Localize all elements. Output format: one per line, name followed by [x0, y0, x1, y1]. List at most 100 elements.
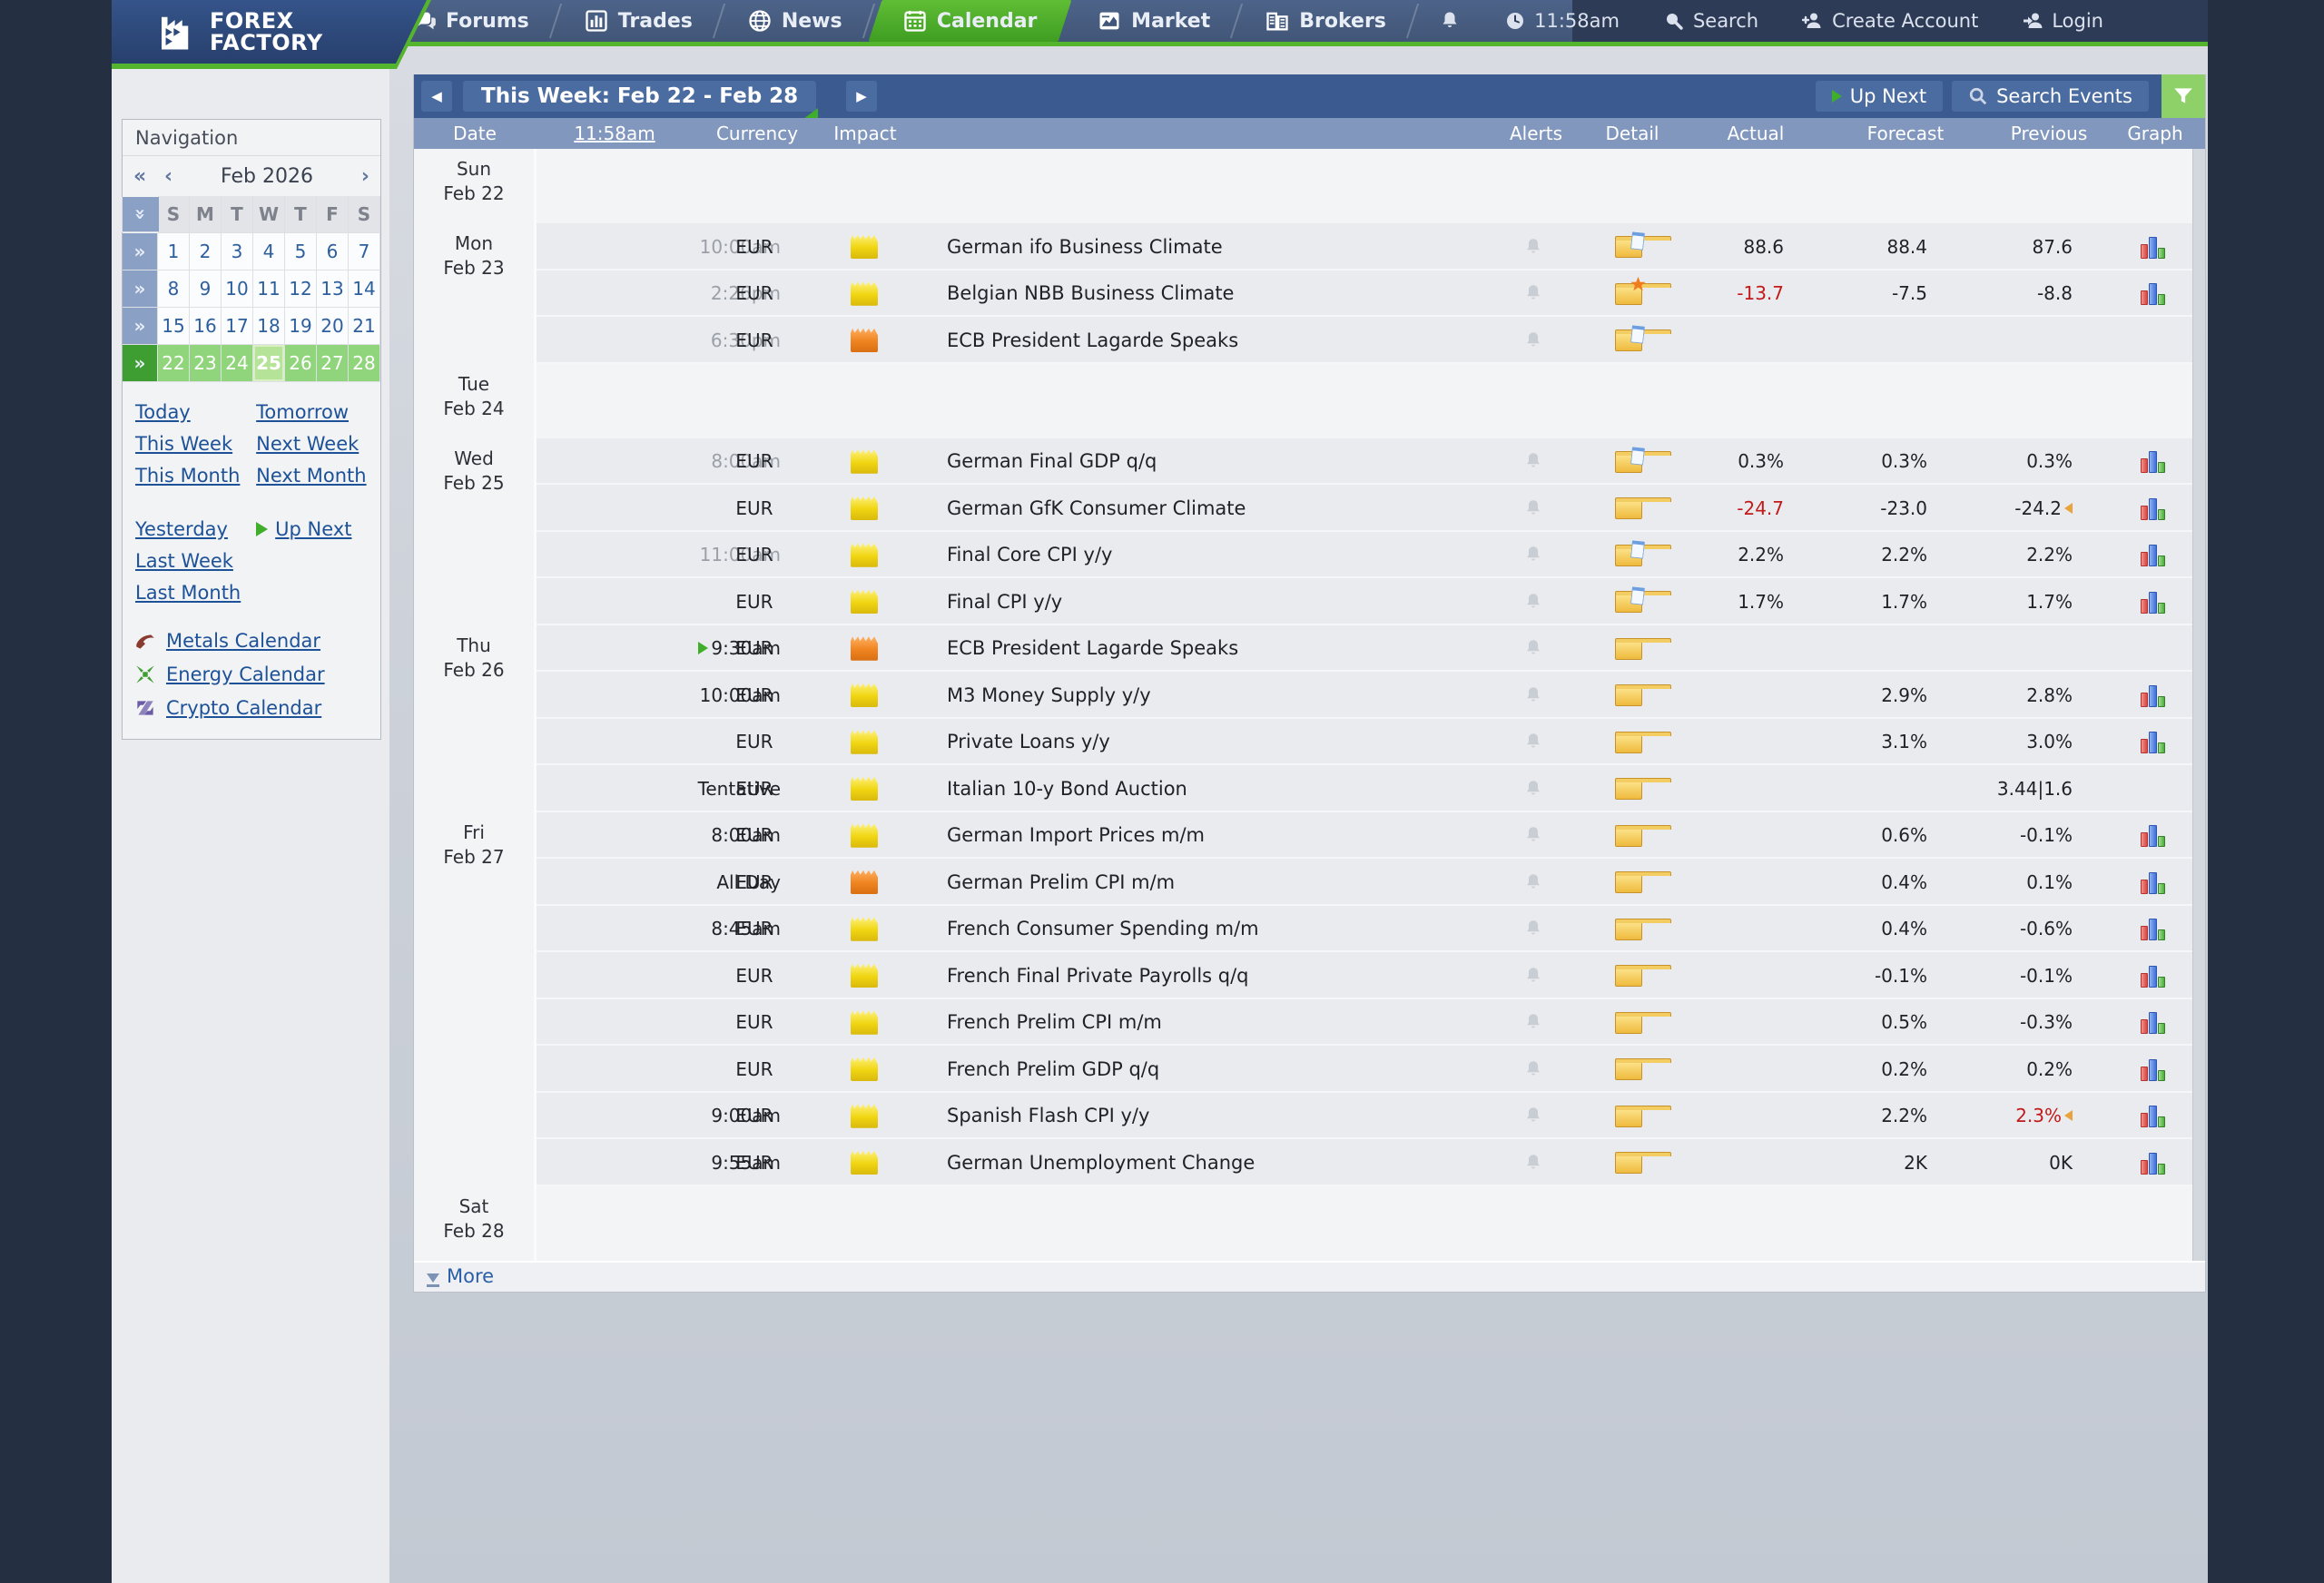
calendar-day-6[interactable]: 6	[317, 233, 349, 270]
calendar-day-20[interactable]: 20	[317, 308, 349, 345]
alert-bell-cell[interactable]	[1515, 438, 1551, 486]
detail-cell[interactable]	[1611, 859, 1671, 906]
impact-cell[interactable]	[846, 485, 882, 532]
calendar-day-27[interactable]: 27	[317, 345, 349, 382]
alert-bell-cell[interactable]	[1515, 859, 1551, 906]
link-last-month[interactable]: Last Month	[135, 577, 256, 607]
event-row[interactable]: 8:00am EUR German Import Prices m/m 0.6% -0.…	[537, 811, 2205, 860]
calendar-day-2[interactable]: 2	[190, 233, 222, 270]
event-row[interactable]: EUR German GfK Consumer Climate -24.7 -23.0…	[537, 485, 2205, 532]
alert-bell-cell[interactable]	[1515, 532, 1551, 579]
detail-cell[interactable]	[1611, 270, 1671, 318]
link-next-month[interactable]: Next Month	[256, 460, 371, 490]
calendar-day-10[interactable]: 10	[222, 270, 253, 308]
event-name[interactable]: Italian 10-y Bond Auction	[947, 777, 1187, 800]
alert-bell-cell[interactable]	[1515, 485, 1551, 532]
detail-cell[interactable]	[1611, 672, 1671, 719]
col-header-11:58am[interactable]: 11:58am	[574, 123, 655, 144]
detail-cell[interactable]	[1611, 532, 1671, 579]
event-name[interactable]: ECB President Lagarde Speaks	[947, 329, 1239, 351]
more-row[interactable]: More	[414, 1260, 2205, 1292]
detail-cell[interactable]	[1611, 485, 1671, 532]
util-notifications[interactable]	[1439, 10, 1461, 32]
calendar-day-4[interactable]: 4	[253, 233, 285, 270]
link-metals-calendar[interactable]: Metals Calendar	[133, 624, 371, 657]
event-row[interactable]: EUR Final CPI y/y 1.7% 1.7% 1.7%	[537, 578, 2205, 625]
impact-cell[interactable]	[846, 672, 882, 719]
impact-cell[interactable]	[846, 999, 882, 1047]
calendar-day-24[interactable]: 24	[222, 345, 253, 382]
event-row[interactable]: Tentative EUR Italian 10-y Bond Auction 3.4…	[537, 765, 2205, 812]
event-row[interactable]: 11:00am EUR Final Core CPI y/y 2.2% 2.2% 2.2%	[537, 531, 2205, 579]
detail-cell[interactable]	[1611, 812, 1671, 860]
event-row[interactable]: 10:00am EUR M3 Money Supply y/y 2.9% 2.8%	[537, 672, 2205, 719]
impact-cell[interactable]	[846, 532, 882, 579]
event-name[interactable]: German Import Prices m/m	[947, 824, 1205, 847]
detail-cell[interactable]	[1611, 223, 1671, 270]
impact-cell[interactable]	[846, 719, 882, 766]
link-this-month[interactable]: This Month	[135, 460, 256, 490]
calendar-day-12[interactable]: 12	[285, 270, 317, 308]
graph-cell[interactable]	[2137, 952, 2168, 999]
event-row[interactable]: All Day EUR German Prelim CPI m/m 0.4% 0.1%	[537, 859, 2205, 906]
event-name[interactable]: German ifo Business Climate	[947, 235, 1223, 258]
logo[interactable]: FOREX FACTORY	[112, 0, 431, 69]
event-row[interactable]: 9:30am EUR ECB President Lagarde Speaks	[537, 624, 2205, 673]
event-row[interactable]: 10:00am EUR German ifo Business Climate 88.…	[537, 223, 2205, 270]
graph-cell[interactable]	[2137, 1139, 2168, 1186]
link-up-next[interactable]: Up Next	[256, 514, 371, 544]
impact-cell[interactable]	[846, 1093, 882, 1140]
event-name[interactable]: French Consumer Spending m/m	[947, 918, 1259, 940]
calendar-day-7[interactable]: 7	[349, 233, 380, 270]
calendar-day-1[interactable]: 1	[158, 233, 190, 270]
prev-week-button[interactable]: ◀	[421, 81, 452, 112]
link-yesterday[interactable]: Yesterday	[135, 514, 256, 544]
tab-brokers[interactable]: Brokers	[1237, 0, 1413, 42]
event-row[interactable]: EUR French Prelim CPI m/m 0.5% -0.3%	[537, 998, 2205, 1047]
expand-weeks-button[interactable]: »	[122, 197, 159, 232]
event-row[interactable]: 6:30pm EUR ECB President Lagarde Speaks	[537, 317, 2205, 364]
calendar-day-17[interactable]: 17	[222, 308, 253, 345]
graph-cell[interactable]	[2137, 672, 2168, 719]
event-name[interactable]: German Unemployment Change	[947, 1151, 1256, 1174]
detail-cell[interactable]	[1611, 906, 1671, 953]
alert-bell-cell[interactable]	[1515, 719, 1551, 766]
week-range-button[interactable]: This Week: Feb 22 - Feb 28	[463, 81, 819, 119]
calendar-day-21[interactable]: 21	[349, 308, 380, 345]
impact-cell[interactable]	[846, 906, 882, 953]
detail-cell[interactable]	[1611, 578, 1671, 625]
alert-bell-cell[interactable]	[1515, 270, 1551, 318]
calendar-day-5[interactable]: 5	[285, 233, 317, 270]
event-row[interactable]: 9:00am EUR Spanish Flash CPI y/y 2.2% 2.3%	[537, 1092, 2205, 1140]
graph-cell[interactable]	[2137, 812, 2168, 860]
link-this-week[interactable]: This Week	[135, 428, 256, 458]
prev-month-arrow[interactable]: ‹	[164, 164, 173, 188]
week-link-1[interactable]: »	[123, 270, 158, 308]
alert-bell-cell[interactable]	[1515, 672, 1551, 719]
calendar-day-9[interactable]: 9	[190, 270, 222, 308]
calendar-day-25[interactable]: 25	[253, 345, 285, 382]
event-name[interactable]: German GfK Consumer Climate	[947, 497, 1246, 519]
alert-bell-cell[interactable]	[1515, 1139, 1551, 1186]
impact-cell[interactable]	[846, 270, 882, 318]
event-row[interactable]: 8:00am EUR German Final GDP q/q 0.3% 0.3% 0.3…	[537, 438, 2205, 486]
detail-cell[interactable]	[1611, 438, 1671, 486]
graph-cell[interactable]	[2137, 270, 2168, 318]
calendar-day-16[interactable]: 16	[190, 308, 222, 345]
event-name[interactable]: ECB President Lagarde Speaks	[947, 637, 1239, 660]
alert-bell-cell[interactable]	[1515, 906, 1551, 953]
graph-cell[interactable]	[2137, 999, 2168, 1047]
link-today[interactable]: Today	[135, 397, 256, 427]
event-name[interactable]: German Prelim CPI m/m	[947, 870, 1176, 893]
graph-cell[interactable]	[2137, 1046, 2168, 1093]
event-name[interactable]: M3 Money Supply y/y	[947, 683, 1151, 706]
tab-forums[interactable]: Forums	[384, 0, 556, 42]
tab-market[interactable]: Market	[1069, 0, 1237, 42]
calendar-day-18[interactable]: 18	[253, 308, 285, 345]
detail-cell[interactable]	[1611, 625, 1671, 673]
next-month-arrow[interactable]: ›	[360, 164, 369, 188]
detail-cell[interactable]	[1611, 1046, 1671, 1093]
tab-news[interactable]: News	[720, 0, 870, 42]
util-current-time[interactable]: 11:58am	[1504, 10, 1620, 32]
impact-cell[interactable]	[846, 1046, 882, 1093]
